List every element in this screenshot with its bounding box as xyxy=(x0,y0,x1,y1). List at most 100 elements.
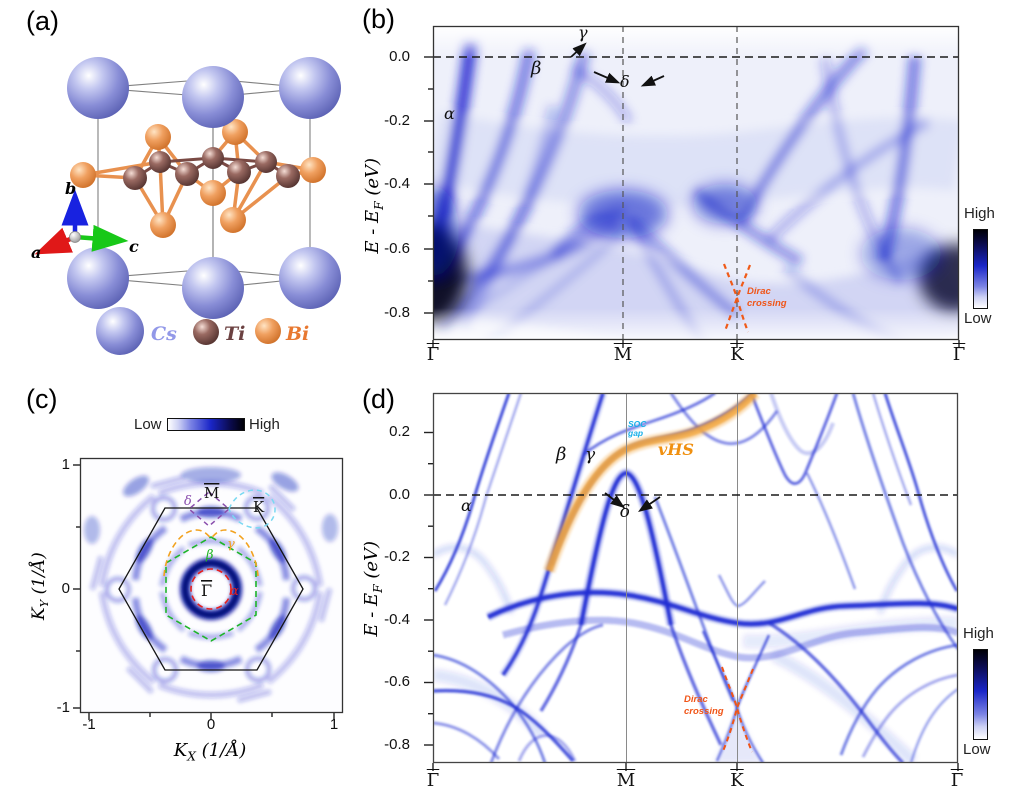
c-axis-label: c xyxy=(129,237,139,256)
colorbar-high-label-d: High xyxy=(963,625,994,642)
alpha-band-label-d: α xyxy=(461,496,472,515)
band-pointer-arrows-d xyxy=(604,492,661,513)
ytick-b-1: -0.2 xyxy=(384,112,410,129)
soc-gap-label: SOC gap xyxy=(628,419,647,438)
plot-frame-d xyxy=(432,392,959,764)
delta-left-arrow-icon xyxy=(593,71,621,84)
y-axis-label-d: E - EF (eV) xyxy=(361,540,385,637)
colorbar-low-label-c: Low xyxy=(134,416,162,433)
xtick-b-m: M xyxy=(613,344,633,365)
xtick-b-k: K xyxy=(730,344,744,365)
dirac-crossing-marker-b xyxy=(722,263,752,333)
m-point-label-c: M xyxy=(204,484,219,502)
colorbar-high-label-c: High xyxy=(249,416,280,433)
colorbar-low-label-b: Low xyxy=(964,310,992,327)
ytick-b-2: -0.4 xyxy=(384,175,410,192)
arpes-intensity-image xyxy=(433,26,959,340)
delta-right-arrow-icon xyxy=(640,75,665,87)
ti-legend-label: Ti xyxy=(224,323,245,345)
vhs-label: vHS xyxy=(658,440,694,459)
ytick-d-2: -0.2 xyxy=(384,548,410,565)
crystal-structure-diagram: b a c Cs Ti Bi xyxy=(31,57,341,355)
crystal-axes: b a c xyxy=(31,179,139,262)
y-axis-label-b: E - EF (eV) xyxy=(362,157,386,254)
cs-atoms xyxy=(67,57,341,319)
k-pocket-contour xyxy=(228,489,276,529)
calculated-band-structure xyxy=(424,392,959,771)
xtick-d-m: M xyxy=(616,770,636,791)
colorbar-low-label-d: Low xyxy=(963,741,991,758)
ytick-d-0: 0.2 xyxy=(389,423,410,440)
bi-legend-label: Bi xyxy=(285,323,309,345)
xtick-b-gamma1: Γ xyxy=(426,344,440,365)
k-point-label-c: K xyxy=(253,498,265,516)
panel-d-label: (d) xyxy=(362,384,395,414)
cs-legend-sphere xyxy=(96,307,144,355)
panel-a-label: (a) xyxy=(26,6,59,36)
colorbar-c xyxy=(167,418,245,431)
beta-band-label-d: β xyxy=(556,444,567,465)
alpha-band-label-b: α xyxy=(444,104,455,123)
gamma-arrow-icon xyxy=(570,42,587,58)
ti-legend-sphere xyxy=(193,319,219,345)
ytick-c-1: 0 xyxy=(61,580,70,597)
ytick-c-0: 1 xyxy=(61,456,70,473)
xtick-d-k: K xyxy=(730,770,744,791)
gamma-label-c: γ xyxy=(227,537,235,552)
xtick-b-gamma2: Γ xyxy=(952,344,966,365)
axis-ticks-c xyxy=(73,464,335,720)
alpha-contour xyxy=(190,568,232,610)
bi-legend-sphere xyxy=(255,318,281,344)
xtick-c-2: 1 xyxy=(329,716,339,733)
gamma-contour xyxy=(163,529,259,577)
axis-ticks-d xyxy=(424,431,959,771)
delta-left-arrow-icon-d xyxy=(604,492,625,509)
xtick-c-0: -1 xyxy=(82,716,96,733)
plot-frame-b xyxy=(432,25,960,341)
ytick-d-1: 0.0 xyxy=(389,486,410,503)
ti-atoms xyxy=(123,147,300,190)
dirac-crossing-label-b: Dirac crossing xyxy=(747,286,787,309)
ytick-d-4: -0.6 xyxy=(384,673,410,690)
vhs-band xyxy=(542,393,760,574)
fermi-surface-map: δ M K γ β Γ α xyxy=(73,457,344,720)
b-axis-label: b xyxy=(65,179,76,198)
x-axis-label-c: KX (1/Å) xyxy=(173,740,247,764)
ytick-d-5: -0.8 xyxy=(384,736,410,753)
bi-atoms xyxy=(70,119,326,238)
alpha-label-c: α xyxy=(230,584,239,599)
xtick-d-gamma2: Γ xyxy=(950,770,964,791)
panel-b-label: (b) xyxy=(362,4,395,34)
arpes-band-map xyxy=(424,25,960,348)
gamma-band-label-b: γ xyxy=(578,23,588,42)
panel-c-label: (c) xyxy=(26,384,58,414)
dirac-crossing-label-d: Dirac crossing xyxy=(684,694,724,717)
axis-ticks-b xyxy=(424,56,960,348)
beta-band-label-b: β xyxy=(531,58,542,79)
gamma-band-label-d: γ xyxy=(585,445,596,465)
colorbar-b xyxy=(973,229,988,309)
delta-band-label-d: δ xyxy=(620,502,631,522)
cs-legend-label: Cs xyxy=(151,323,177,345)
band-pointer-arrows-b xyxy=(570,42,665,87)
dirac-crossing-marker-d xyxy=(721,666,754,753)
gamma-point-label-c: Γ xyxy=(201,581,212,600)
band-image xyxy=(433,393,958,763)
xtick-c-1: 0 xyxy=(206,716,216,733)
plot-frame-c xyxy=(79,457,344,714)
ytick-b-0: 0.0 xyxy=(389,48,410,65)
a-axis-label: a xyxy=(31,243,41,262)
ytick-d-3: -0.4 xyxy=(384,611,410,628)
colorbar-d xyxy=(973,649,988,740)
ytick-c-2: -1 xyxy=(56,699,70,716)
atom-legend: Cs Ti Bi xyxy=(96,307,309,355)
ytick-b-4: -0.8 xyxy=(384,304,410,321)
delta-label-c: δ xyxy=(184,494,192,509)
c-axis-arrow-icon xyxy=(74,224,129,252)
ytick-b-3: -0.6 xyxy=(384,240,410,257)
xtick-d-gamma1: Γ xyxy=(426,770,440,791)
colorbar-high-label-b: High xyxy=(964,205,995,222)
axes-origin xyxy=(69,231,81,243)
brillouin-zone-hexagon xyxy=(118,507,304,671)
